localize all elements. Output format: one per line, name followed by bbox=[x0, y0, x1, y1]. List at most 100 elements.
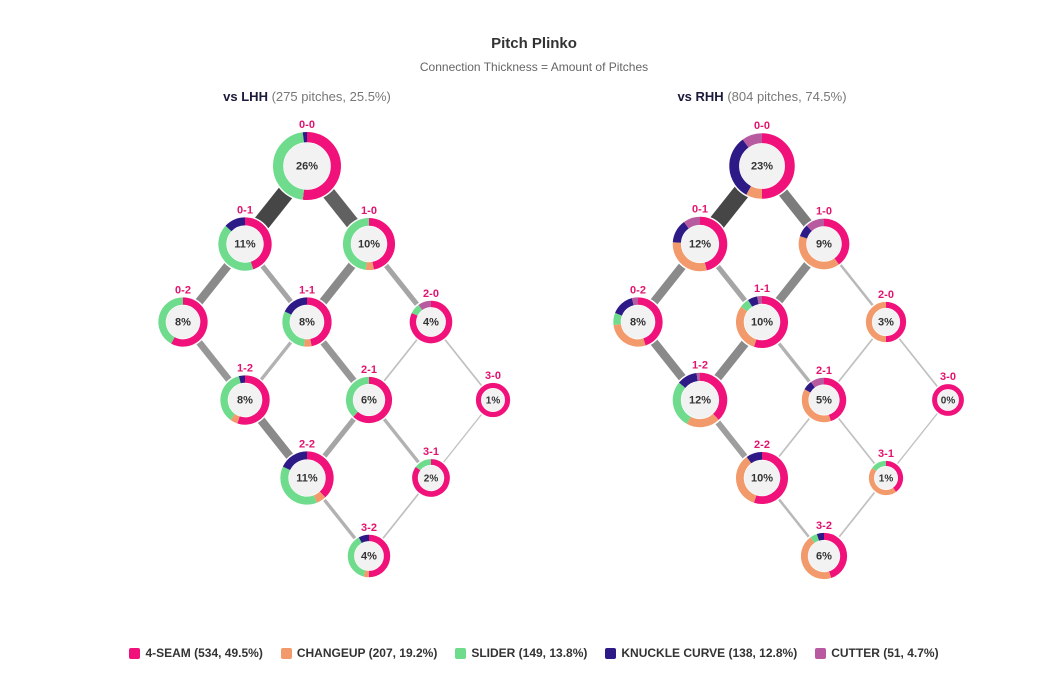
node-percent: 6% bbox=[816, 551, 832, 563]
node-count-label: 0-0 bbox=[754, 120, 770, 132]
count-node-1-2[interactable]: 8% 1-2 bbox=[218, 362, 272, 427]
node-percent: 11% bbox=[234, 239, 256, 251]
segment-4-seam bbox=[761, 133, 795, 199]
segment-4-seam bbox=[306, 297, 332, 347]
node-center bbox=[354, 541, 384, 571]
segment-cutter bbox=[683, 216, 701, 229]
segment-changeup bbox=[613, 323, 646, 347]
count-node-1-1[interactable]: 8% 1-1 bbox=[280, 284, 334, 349]
segment-knuckle-curve bbox=[804, 382, 816, 393]
node-percent: 1% bbox=[486, 396, 501, 407]
node-percent: 9% bbox=[816, 239, 832, 251]
count-node-3-0[interactable]: 0% 3-0 bbox=[930, 371, 966, 418]
node-center bbox=[290, 305, 324, 339]
node-center bbox=[806, 226, 842, 262]
segment-changeup bbox=[672, 242, 707, 272]
node-percent: 12% bbox=[689, 395, 711, 407]
node-count-label: 1-0 bbox=[361, 205, 377, 217]
count-node-0-1[interactable]: 12% 0-1 bbox=[671, 204, 729, 273]
segment-changeup bbox=[801, 389, 831, 423]
panel-header: vs LHH (275 pitches, 25.5%) bbox=[223, 89, 391, 104]
legend-swatch bbox=[280, 647, 292, 659]
segment-slider bbox=[872, 460, 887, 472]
segment-slider bbox=[282, 311, 306, 347]
segment-knuckle-curve bbox=[238, 375, 246, 384]
segment-4-seam bbox=[306, 451, 334, 498]
segment-changeup bbox=[746, 185, 763, 199]
node-percent: 11% bbox=[296, 473, 318, 485]
node-center bbox=[872, 308, 900, 336]
count-node-3-1[interactable]: 1% 3-1 bbox=[867, 448, 905, 497]
node-count-label: 3-1 bbox=[423, 446, 439, 458]
legend-label: KNUCKLE CURVE (138, 12.8%) bbox=[621, 646, 798, 660]
count-node-3-0[interactable]: 1% 3-0 bbox=[474, 370, 512, 419]
count-node-3-1[interactable]: 2% 3-1 bbox=[410, 446, 452, 499]
node-center bbox=[353, 384, 385, 416]
node-count-label: 1-2 bbox=[692, 360, 708, 372]
segment-changeup bbox=[865, 301, 887, 343]
legend-item-cutter[interactable]: CUTTER (51, 4.7%) bbox=[815, 646, 939, 660]
count-node-0-0[interactable]: 23% 0-0 bbox=[727, 120, 797, 201]
legend-item-4seam[interactable]: 4-SEAM (534, 49.5%) bbox=[129, 646, 263, 660]
segment-knuckle-curve bbox=[225, 217, 246, 232]
legend: 4-SEAM (534, 49.5%) CHANGEUP (207, 19.2%… bbox=[0, 646, 1040, 660]
node-center bbox=[808, 540, 840, 572]
count-node-1-0[interactable]: 9% 1-0 bbox=[797, 206, 851, 271]
segment-knuckle-curve bbox=[799, 225, 813, 239]
node-count-label: 1-1 bbox=[754, 283, 770, 295]
node-center bbox=[228, 383, 262, 417]
node-count-label: 0-0 bbox=[299, 119, 315, 131]
node-percent: 4% bbox=[423, 317, 439, 329]
count-node-0-2[interactable]: 8% 0-2 bbox=[611, 284, 665, 349]
legend-item-knuckle-curve[interactable]: KNUCKLE CURVE (138, 12.8%) bbox=[605, 646, 797, 660]
node-count-label: 3-1 bbox=[878, 448, 894, 460]
node-percent: 2% bbox=[424, 474, 439, 485]
legend-label: SLIDER (149, 13.8%) bbox=[471, 646, 588, 660]
count-node-1-0[interactable]: 10% 1-0 bbox=[341, 205, 397, 272]
node-center bbox=[744, 304, 780, 340]
segment-4-seam bbox=[699, 216, 728, 271]
node-count-label: 2-1 bbox=[816, 365, 832, 377]
count-node-3-2[interactable]: 6% 3-2 bbox=[799, 520, 849, 581]
count-node-2-1[interactable]: 5% 2-1 bbox=[800, 365, 848, 424]
node-percent: 8% bbox=[630, 317, 646, 329]
node-count-label: 1-0 bbox=[816, 206, 832, 218]
legend-item-slider[interactable]: SLIDER (149, 13.8%) bbox=[455, 646, 587, 660]
node-count-label: 0-2 bbox=[630, 284, 646, 296]
segment-changeup bbox=[798, 236, 839, 270]
node-count-label: 2-2 bbox=[754, 439, 770, 451]
segment-4-seam bbox=[412, 459, 450, 497]
node-center bbox=[621, 305, 655, 339]
plinko-chart: vs LHH (275 pitches, 25.5%)26%0-011%0-11… bbox=[156, 89, 966, 581]
segment-knuckle-curve bbox=[729, 139, 752, 195]
segment-4-seam bbox=[823, 218, 850, 265]
count-node-0-1[interactable]: 11% 0-1 bbox=[216, 204, 274, 273]
count-node-1-1[interactable]: 10% 1-1 bbox=[734, 283, 790, 350]
segment-4-seam bbox=[823, 377, 847, 422]
node-count-label: 0-1 bbox=[692, 204, 708, 216]
segment-slider bbox=[273, 132, 305, 200]
node-center bbox=[739, 143, 785, 189]
count-node-0-0[interactable]: 26% 0-0 bbox=[271, 119, 343, 202]
node-count-label: 3-0 bbox=[485, 370, 501, 382]
count-node-0-2[interactable]: 8% 0-2 bbox=[156, 284, 210, 349]
count-node-2-2[interactable]: 11% 2-2 bbox=[278, 438, 336, 507]
segment-knuckle-curve bbox=[672, 221, 690, 244]
count-node-2-2[interactable]: 10% 2-2 bbox=[734, 439, 790, 506]
segment-cutter bbox=[418, 300, 432, 311]
count-node-2-1[interactable]: 6% 2-1 bbox=[344, 364, 394, 425]
legend-label: CHANGEUP (207, 19.2%) bbox=[296, 646, 438, 660]
node-percent: 8% bbox=[175, 317, 191, 329]
segment-slider bbox=[411, 304, 423, 316]
segment-changeup bbox=[736, 456, 757, 503]
count-node-3-2[interactable]: 4% 3-2 bbox=[346, 522, 392, 579]
count-node-2-0[interactable]: 3% 2-0 bbox=[864, 289, 908, 344]
count-node-1-2[interactable]: 12% 1-2 bbox=[671, 360, 729, 429]
legend-item-changeup[interactable]: CHANGEUP (207, 19.2%) bbox=[280, 646, 438, 660]
node-center bbox=[481, 388, 505, 412]
node-count-label: 0-2 bbox=[175, 284, 191, 296]
node-percent: 26% bbox=[296, 161, 318, 173]
count-node-2-0[interactable]: 4% 2-0 bbox=[408, 288, 454, 345]
segment-changeup bbox=[800, 537, 832, 580]
legend-swatch bbox=[129, 647, 141, 659]
